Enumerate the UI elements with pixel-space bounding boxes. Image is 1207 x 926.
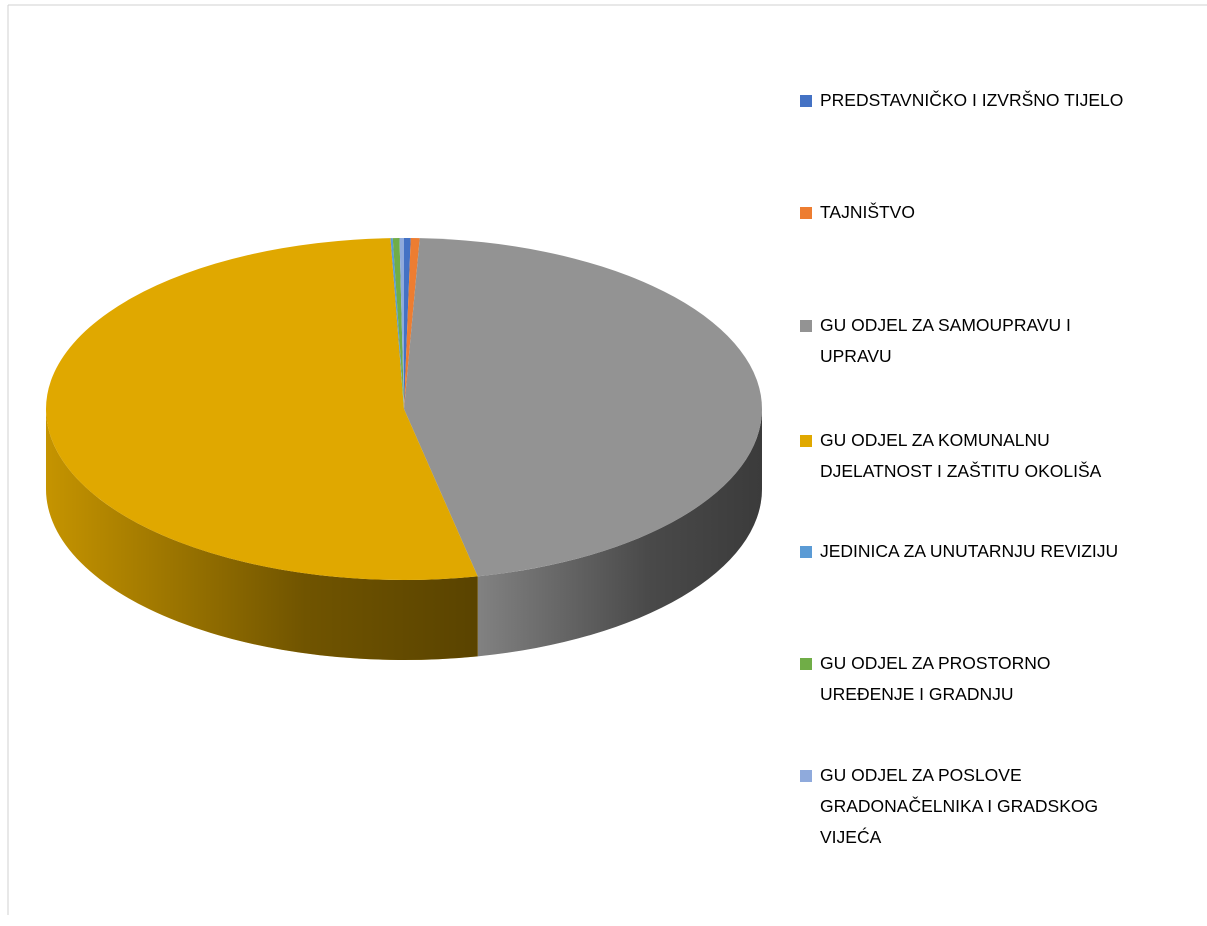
legend-label: PREDSTAVNIČKO I IZVRŠNO TIJELO (820, 90, 1124, 110)
legend-swatch (800, 95, 812, 107)
legend-item: JEDINICA ZA UNUTARNJU REVIZIJU (800, 536, 1200, 567)
pie-slice (404, 238, 762, 577)
legend-label: GU ODJEL ZA POSLOVE GRADONAČELNIKA I GRA… (820, 765, 1099, 847)
legend-item: TAJNIŠTVO (800, 197, 1200, 228)
pie-slice (45, 238, 478, 581)
legend-swatch (800, 658, 812, 670)
legend-swatch (800, 435, 812, 447)
legend-label: GU ODJEL ZA KOMUNALNU DJELATNOST I ZAŠTI… (820, 430, 1102, 481)
pie-slice (392, 238, 404, 409)
pie-slice (404, 238, 420, 409)
legend-swatch (800, 546, 812, 558)
pie-slice (404, 238, 411, 409)
legend-swatch (800, 320, 812, 332)
legend-label: GU ODJEL ZA PROSTORNO UREĐENJE I GRADNJU (820, 653, 1051, 704)
legend-label: GU ODJEL ZA SAMOUPRAVU I UPRAVU (820, 315, 1071, 366)
side-shade (46, 409, 478, 660)
legend-item: GU ODJEL ZA SAMOUPRAVU I UPRAVU (800, 310, 1120, 372)
legend-swatch (800, 770, 812, 782)
legend-swatch (800, 207, 812, 219)
legend-item: GU ODJEL ZA POSLOVE GRADONAČELNIKA I GRA… (800, 760, 1160, 853)
legend-label: JEDINICA ZA UNUTARNJU REVIZIJU (820, 541, 1119, 561)
legend-item: PREDSTAVNIČKO I IZVRŠNO TIJELO (800, 85, 1200, 116)
legend-item: GU ODJEL ZA PROSTORNO UREĐENJE I GRADNJU (800, 648, 1120, 710)
legend-label: TAJNIŠTVO (820, 202, 915, 222)
legend-item: GU ODJEL ZA KOMUNALNU DJELATNOST I ZAŠTI… (800, 425, 1160, 487)
pie-slice (390, 238, 404, 409)
pie-slice (399, 238, 404, 409)
side-shade (477, 409, 762, 657)
